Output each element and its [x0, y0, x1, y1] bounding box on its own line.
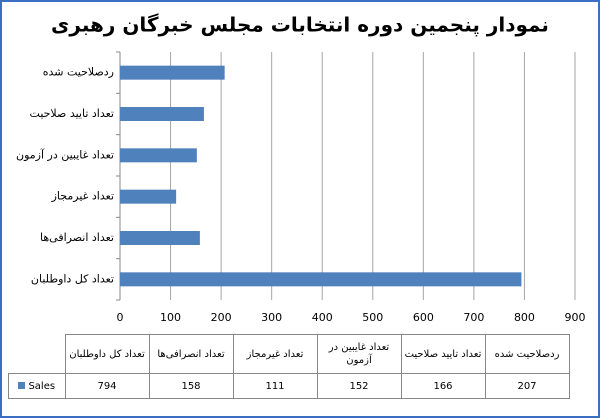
- x-tick-label: 900: [565, 311, 586, 324]
- x-tick-label: 100: [160, 311, 181, 324]
- table-value: 111: [232, 373, 318, 399]
- x-tick-label: 0: [117, 311, 124, 324]
- table-value: 158: [148, 373, 234, 399]
- table-header: تعداد غیرمجاز: [232, 334, 318, 374]
- bar: [120, 65, 225, 80]
- bar: [120, 231, 200, 245]
- table-value: 794: [64, 373, 150, 399]
- chart-title: نمودار پنجمین دوره انتخابات مجلس خبرگان …: [51, 13, 549, 38]
- table-value-row: Sales 794 158 111 152 166 207: [8, 373, 570, 399]
- table-value: 166: [400, 373, 486, 399]
- legend-label: Sales: [28, 380, 56, 392]
- table-header: تعداد غایبین در آزمون: [316, 334, 402, 374]
- table-header-row: تعداد کل داوطلبان تعداد انصرافی‌ها تعداد غ…: [8, 334, 570, 374]
- table-header: تعداد انصرافی‌ها: [148, 334, 234, 374]
- table-header: تعداد کل داوطلبان: [64, 334, 150, 374]
- legend-cell: Sales: [8, 373, 66, 399]
- y-tick-label: تعداد انصرافی‌ها: [40, 231, 114, 244]
- x-tick-label: 700: [463, 311, 484, 324]
- y-tick-label: ردصلاحیت شده: [43, 66, 114, 79]
- table-value: 152: [316, 373, 402, 399]
- table-header: ردصلاحیت شده: [484, 334, 570, 374]
- x-tick-label: 400: [312, 311, 333, 324]
- x-tick-label: 200: [211, 311, 232, 324]
- table-header: تعداد تایید صلاحیت: [400, 334, 486, 374]
- bar: [120, 272, 522, 287]
- bar: [120, 148, 197, 163]
- legend-key: [18, 381, 26, 389]
- bar: [120, 189, 177, 204]
- y-tick-label: تعداد غایبین در آزمون: [16, 147, 114, 161]
- bar: [120, 107, 204, 121]
- x-tick-label: 300: [261, 311, 282, 324]
- x-tick-label: 600: [413, 311, 434, 324]
- y-tick-label: تعداد غیرمجاز: [51, 190, 114, 203]
- data-table: تعداد کل داوطلبان تعداد انصرافی‌ها تعداد غ…: [8, 334, 570, 399]
- x-tick-label: 500: [362, 311, 383, 324]
- y-tick-label: تعداد تایید صلاحیت: [30, 107, 114, 120]
- table-value: 207: [484, 373, 570, 399]
- x-tick-label: 800: [514, 311, 535, 324]
- table-corner: [8, 334, 66, 374]
- y-tick-label: تعداد کل داوطلبان: [31, 272, 114, 285]
